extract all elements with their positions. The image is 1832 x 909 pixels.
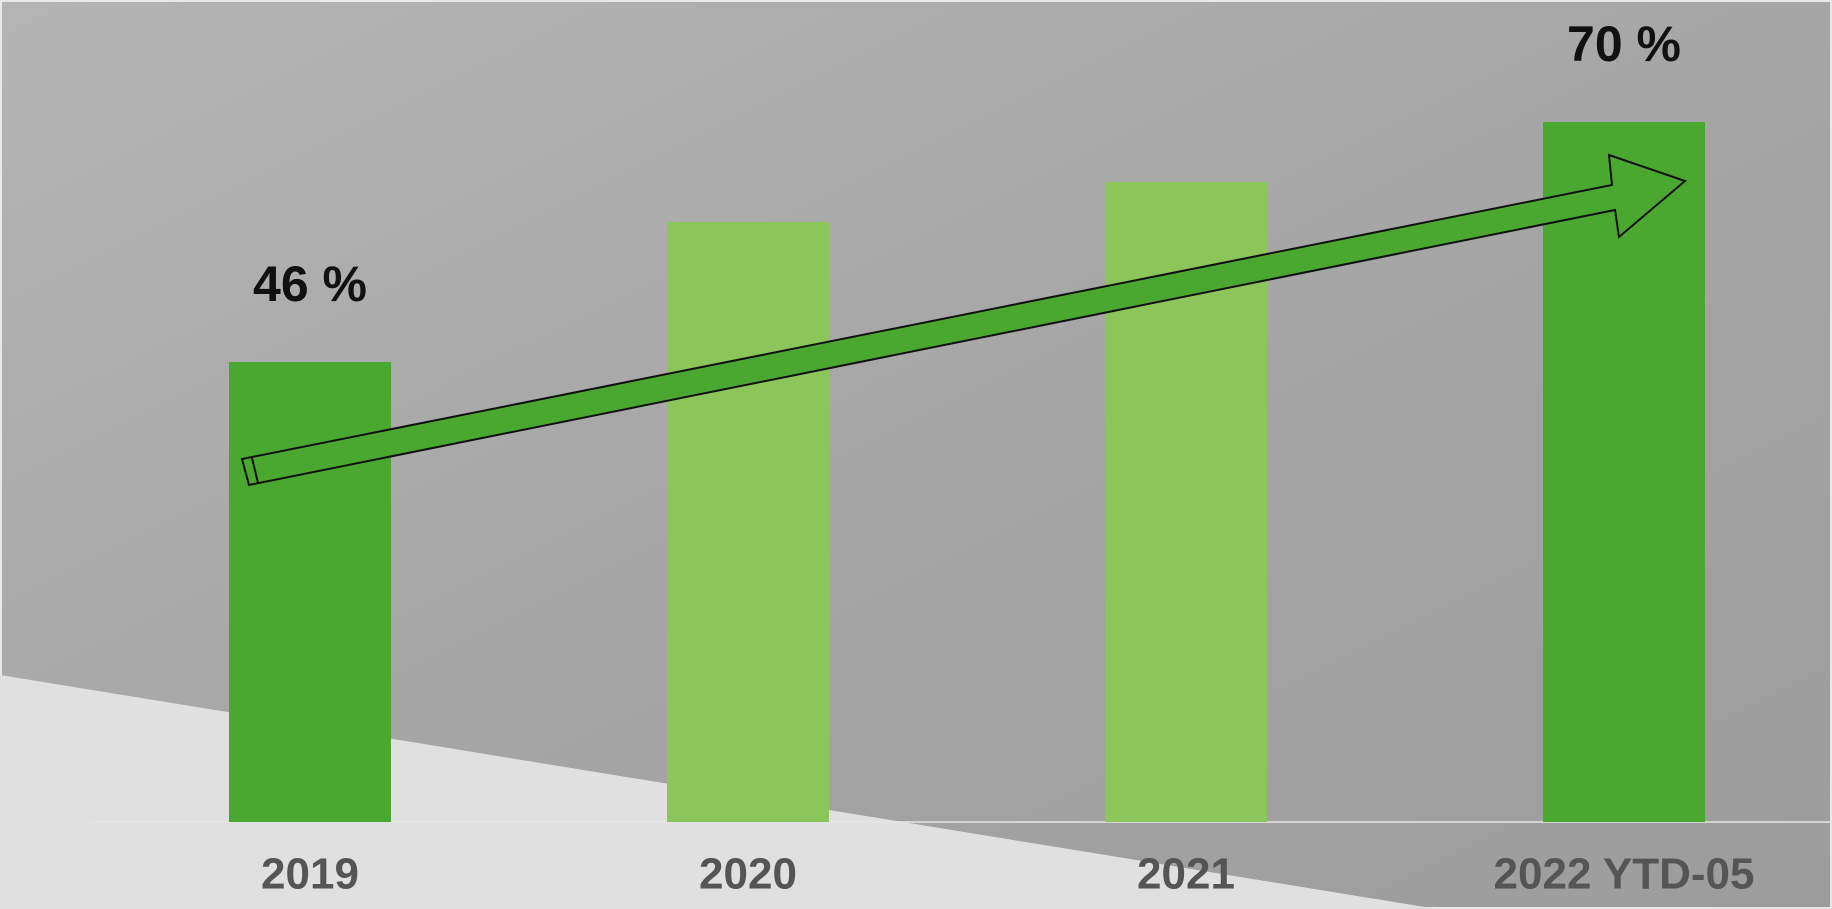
x-tick-label: 2021 [1137,850,1235,899]
labels: 2019 46 % 2020 2021 2022 YTD-05 70 % [253,16,1754,898]
x-tick-label: 2019 [261,850,359,899]
bar [667,222,829,822]
x-tick-label: 2020 [699,850,797,899]
x-tick-label: 2022 YTD-05 [1494,850,1755,899]
bar [1543,122,1705,822]
value-label: 46 % [253,256,367,312]
bar [229,362,391,822]
arrow-tail-line [251,457,259,484]
trend-arrow [240,153,1687,487]
value-label: 70 % [1567,16,1681,72]
